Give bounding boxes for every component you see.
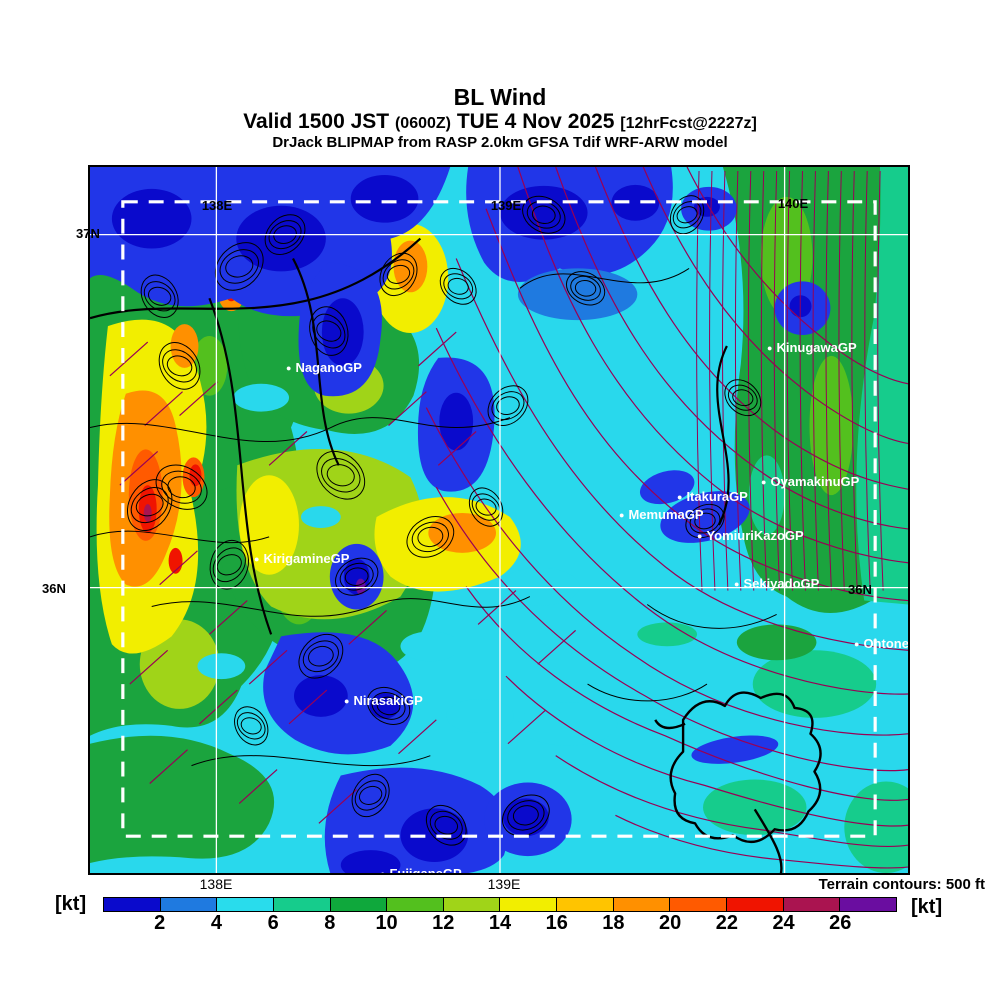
station-name: MemumaGP — [628, 507, 704, 522]
colorbar-segment — [160, 898, 218, 911]
contour-lines-long — [90, 268, 777, 767]
station-name: NaganoGP — [295, 360, 362, 375]
colorbar-tick: 20 — [659, 912, 682, 934]
gridlabel-138e-top: 138E — [201, 198, 233, 213]
station-dot: ● — [734, 579, 740, 589]
coastline — [654, 691, 822, 873]
gridlabel-140e-top: 140E — [777, 196, 809, 211]
colorbar-tick: 18 — [602, 912, 625, 934]
colorbar-tick: 16 — [545, 912, 568, 934]
gridlabel-37n-left: 37N — [76, 226, 100, 241]
station-dot: ● — [619, 510, 625, 520]
colorbar-tick: 14 — [488, 912, 512, 934]
valid-date: TUE 4 Nov 2025 — [456, 110, 615, 133]
colorbar-segment — [330, 898, 388, 911]
page-title: BL Wind — [453, 84, 547, 110]
colorbar-segment — [783, 898, 841, 911]
station-name: FujiganeGP — [389, 866, 462, 875]
colorbar-tick: 22 — [715, 912, 738, 934]
station-name: SekiyadoGP — [743, 576, 820, 591]
latlon-gridlines — [90, 167, 908, 873]
wind-map-canvas — [90, 167, 908, 873]
colorbar-segment — [613, 898, 671, 911]
streamline-strokes-left — [109, 331, 577, 824]
terrain-contours-note: Terrain contours: 500 ft — [818, 876, 985, 893]
station-label-yomiurikazo: ● YomiuriKazoGP — [697, 528, 804, 543]
colorbar-segment — [104, 898, 161, 911]
valid-time-line: Valid 1500 JST (0600Z) TUE 4 Nov 2025 [1… — [0, 110, 1000, 134]
valid-prefix: Valid 1500 JST — [243, 110, 390, 133]
station-name: OyamakinuGP — [770, 474, 860, 489]
station-dot: ● — [697, 531, 703, 541]
station-label-ohtone: ●OhtoneGP — [854, 636, 909, 651]
unit-label-left: [kt] — [55, 893, 87, 915]
station-label-nirasaki: ● NirasakiGP — [344, 693, 423, 708]
colorbar-segment — [217, 898, 274, 911]
colorbar-segment — [443, 898, 501, 911]
colorbar-segment — [273, 898, 331, 911]
contour-lines-major — [90, 237, 730, 635]
colorbar-segment — [840, 898, 896, 911]
colorbar-tick: 10 — [375, 912, 398, 934]
station-label-sekiyado: ● SekiyadoGP — [734, 576, 819, 591]
station-name: KinugawaGP — [776, 340, 857, 355]
station-dot: ● — [761, 477, 767, 487]
station-label-kinugawa: ● KinugawaGP — [767, 340, 857, 355]
valid-zulu: (0600Z) — [394, 115, 451, 132]
model-domain-boundary — [121, 200, 877, 838]
gridlabel-36n-left: 36N — [42, 581, 66, 596]
colorbar-tick: 24 — [772, 912, 795, 934]
unit-label-right: [kt] — [911, 896, 943, 918]
station-label-memuma: ● MemumaGP — [619, 507, 704, 522]
colorbar-segment — [670, 898, 728, 911]
colorbar-tick: 2 — [154, 912, 166, 934]
station-name: NirasakiGP — [353, 693, 423, 708]
axis-label-138e-bottom: 138E — [199, 876, 233, 892]
station-dot: ● — [254, 554, 260, 564]
station-label-itakura: ● ItakuraGP — [677, 489, 748, 504]
gridlabel-36n-right: 36N — [848, 582, 872, 597]
colorbar-tick: 6 — [267, 912, 279, 934]
station-name: YomiuriKazoGP — [706, 528, 804, 543]
colorbar — [103, 897, 897, 912]
colorbar-tick: 4 — [210, 912, 222, 934]
station-name: OhtoneGP — [863, 636, 909, 651]
station-dot: ● — [854, 639, 860, 649]
station-label-fujigane: ● FujiganeGP — [380, 866, 462, 875]
station-dot: ● — [677, 492, 683, 502]
colorbar-segment — [387, 898, 444, 911]
station-name: ItakuraGP — [686, 489, 748, 504]
station-label-nagano: ● NaganoGP — [286, 360, 362, 375]
station-dot: ● — [344, 696, 350, 706]
axis-label-139e-bottom: 139E — [487, 876, 521, 892]
gridlabel-139e-top: 139E — [490, 198, 522, 213]
map-panel: 138E 139E 140E 36N ● NaganoGP ● Kirigamine… — [88, 165, 910, 875]
colorbar-ticks: 2 4 6 8 10 12 14 16 18 20 22 24 26 — [103, 912, 897, 938]
station-dot: ● — [767, 343, 773, 353]
valid-fcst: [12hrFcst@2227z] — [620, 115, 757, 132]
terrain-contours — [127, 195, 762, 846]
station-dot: ● — [286, 363, 292, 373]
colorbar-segment — [557, 898, 614, 911]
station-dot: ● — [380, 869, 386, 875]
colorbar-tick: 12 — [432, 912, 455, 934]
station-name: KirigamineGP — [263, 551, 350, 566]
colorbar-tick: 8 — [324, 912, 336, 934]
colorbar-segment — [500, 898, 558, 911]
colorbar-tick: 26 — [829, 912, 852, 934]
station-label-kirigamine: ● KirigamineGP — [254, 551, 349, 566]
colorbar-segment — [727, 898, 784, 911]
station-label-oyamakinu: ● OyamakinuGP — [761, 474, 859, 489]
model-line: DrJack BLIPMAP from RASP 2.0km GFSA Tdif… — [272, 134, 728, 151]
